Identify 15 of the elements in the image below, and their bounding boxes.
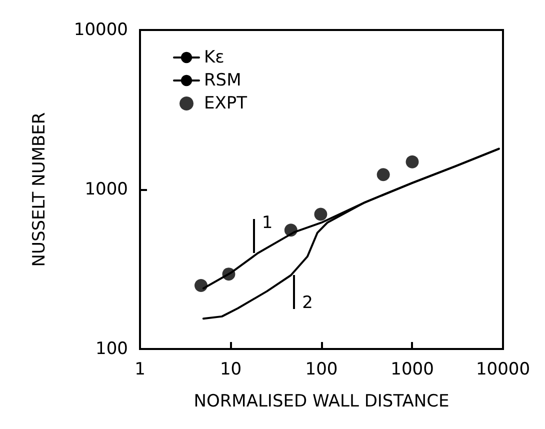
y-tick-label: 100 bbox=[96, 339, 128, 359]
x-tick-label: 10000 bbox=[476, 360, 530, 380]
x-tick-label: 100 bbox=[305, 360, 338, 380]
x-tick-label: 1 bbox=[134, 360, 146, 380]
x-tick-label: 10 bbox=[220, 360, 242, 380]
x-axis-title: NORMALISED WALL DISTANCE bbox=[194, 392, 450, 412]
legend-label: RSM bbox=[204, 70, 242, 90]
annotation: 2 bbox=[302, 293, 313, 314]
legend-label: EXPT bbox=[204, 94, 248, 114]
annotation: 1 bbox=[262, 212, 273, 233]
legend-label: Kε bbox=[204, 48, 224, 68]
y-tick-label: 1000 bbox=[84, 180, 128, 200]
y-axis-title: NUSSELT NUMBER bbox=[30, 112, 50, 267]
x-tick-label: 1000 bbox=[390, 360, 434, 380]
y-tick-label: 10000 bbox=[74, 20, 128, 40]
